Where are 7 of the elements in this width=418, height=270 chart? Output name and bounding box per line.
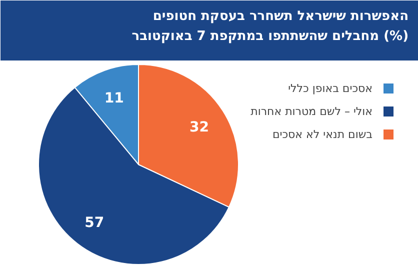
legend-label: אולי – לשם מטרות אחרות [250,105,373,118]
data-label: 11 [104,90,124,106]
data-label: 32 [190,119,210,136]
legend-label: אסכים באופן כללי [288,82,373,95]
chart-title: האפשרות שישראל תשחרר בעסקת חטופים מחבלים שהשתתפו במתקפת 7 באוקטובר (%) [132,9,409,44]
data-label: 57 [84,214,104,231]
legend-label: בשום תנאי לא אסכים [272,128,373,141]
